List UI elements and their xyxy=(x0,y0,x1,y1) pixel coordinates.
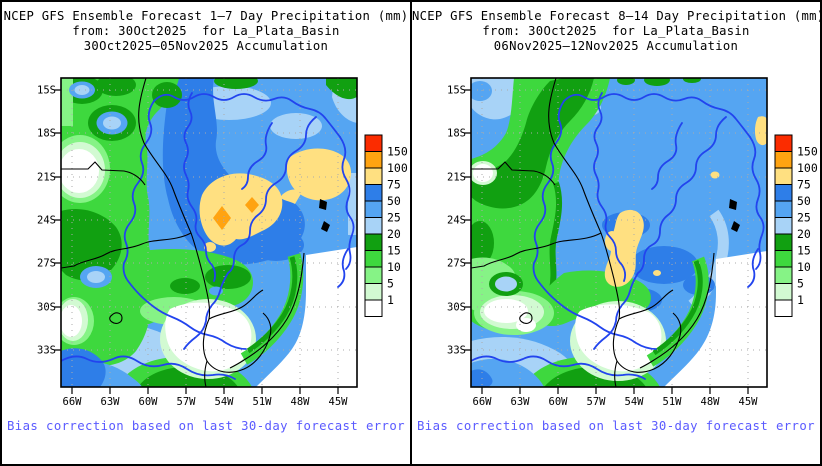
lon-tick-label: 45W xyxy=(329,396,349,408)
title-line2: from: 30Oct2025 for La_Plata_Basin xyxy=(482,24,750,38)
legend-box xyxy=(774,184,793,202)
legend-colorbar: 150 100 75 50 25 20 15 10 5 1 xyxy=(774,134,818,317)
legend-label: 25 xyxy=(797,211,811,225)
legend-label: 10 xyxy=(387,260,401,274)
legend-box xyxy=(364,217,383,235)
lon-tick-label: 66W xyxy=(63,396,83,408)
legend-label: 75 xyxy=(797,178,811,192)
legend-colorbar: 150 100 75 50 25 20 15 10 5 1 xyxy=(364,134,408,317)
legend-box xyxy=(364,283,383,301)
lon-tick-label: 54W xyxy=(215,396,235,408)
panel-title-week1: NCEP GFS Ensemble Forecast 1–7 Day Preci… xyxy=(2,9,410,61)
legend-box xyxy=(364,167,383,185)
lon-axis: 66W 63W 60W 57W 54W 51W 48W 45W xyxy=(473,396,759,408)
lat-tick-label: 18S xyxy=(37,128,56,140)
legend-box xyxy=(774,266,793,284)
title-line2: from: 30Oct2025 for La_Plata_Basin xyxy=(72,24,340,38)
legend-box xyxy=(774,134,793,152)
legend-box xyxy=(774,167,793,185)
lon-tick-label: 51W xyxy=(253,396,273,408)
lon-tick-label: 54W xyxy=(625,396,645,408)
legend-label: 15 xyxy=(797,244,811,258)
legend-label: 5 xyxy=(387,277,394,291)
legend-box xyxy=(774,233,793,251)
lon-tick-label: 51W xyxy=(663,396,683,408)
lat-tick-label: 15S xyxy=(447,85,466,97)
legend-box xyxy=(774,217,793,235)
lat-axis: 15S 18S 21S 24S 27S 30S 33S xyxy=(447,85,466,357)
lat-tick-label: 18S xyxy=(447,128,466,140)
panel-title-week2: NCEP GFS Ensemble Forecast 8–14 Day Prec… xyxy=(412,9,822,61)
legend-label: 50 xyxy=(797,194,811,208)
lon-tick-label: 66W xyxy=(473,396,493,408)
precipitation-map-week2: 15S 18S 21S 24S 27S 30S 33S 66W 63W 60W … xyxy=(447,77,818,408)
lon-tick-label: 60W xyxy=(139,396,159,408)
legend-label: 150 xyxy=(387,145,408,159)
legend-box xyxy=(774,250,793,268)
bias-caption: Bias correction based on last 30-day for… xyxy=(417,419,815,433)
legend-label: 20 xyxy=(797,227,811,241)
legend-label: 50 xyxy=(387,194,401,208)
legend-label: 1 xyxy=(797,293,804,307)
lat-tick-label: 27S xyxy=(447,258,466,270)
legend-label: 5 xyxy=(797,277,804,291)
legend-box xyxy=(364,233,383,251)
title-line1: NCEP GFS Ensemble Forecast 1–7 Day Preci… xyxy=(3,9,409,23)
legend-box xyxy=(774,283,793,301)
lon-tick-label: 45W xyxy=(739,396,759,408)
title-line3: 30Oct2025–05Nov2025 Accumulation xyxy=(83,39,329,53)
title-line3: 06Nov2025–12Nov2025 Accumulation xyxy=(493,39,739,53)
legend-box xyxy=(364,266,383,284)
legend-box xyxy=(774,200,793,218)
bias-caption: Bias correction based on last 30-day for… xyxy=(7,419,405,433)
panel-week2: NCEP GFS Ensemble Forecast 8–14 Day Prec… xyxy=(410,2,822,464)
lat-tick-label: 24S xyxy=(447,215,466,227)
legend-box xyxy=(364,151,383,169)
legend-box xyxy=(364,250,383,268)
legend-box xyxy=(364,200,383,218)
title-line1: NCEP GFS Ensemble Forecast 8–14 Day Prec… xyxy=(412,9,822,23)
lon-axis: 66W 63W 60W 57W 54W 51W 48W 45W xyxy=(63,396,349,408)
lat-tick-label: 24S xyxy=(37,215,56,227)
legend-label: 100 xyxy=(797,161,818,175)
legend-box xyxy=(364,134,383,152)
lat-tick-label: 33S xyxy=(447,345,466,357)
lat-tick-label: 21S xyxy=(447,172,466,184)
map-frame xyxy=(470,77,768,388)
legend-box xyxy=(364,299,383,317)
lon-tick-label: 57W xyxy=(177,396,197,408)
legend-box xyxy=(364,184,383,202)
lon-tick-label: 63W xyxy=(511,396,531,408)
legend-label: 20 xyxy=(387,227,401,241)
lat-tick-label: 21S xyxy=(37,172,56,184)
map-frame xyxy=(60,77,358,388)
lat-tick-label: 30S xyxy=(447,302,466,314)
legend-label: 25 xyxy=(387,211,401,225)
lat-tick-label: 30S xyxy=(37,302,56,314)
lon-tick-label: 63W xyxy=(101,396,121,408)
legend-label: 75 xyxy=(387,178,401,192)
lon-tick-label: 60W xyxy=(549,396,569,408)
legend-label: 1 xyxy=(387,293,394,307)
lat-tick-label: 33S xyxy=(37,345,56,357)
legend-label: 10 xyxy=(797,260,811,274)
legend-label: 15 xyxy=(387,244,401,258)
precipitation-map-week1: 15S 18S 21S 24S 27S 30S 33S 66W 63W 60W … xyxy=(37,77,408,408)
panel-week1: NCEP GFS Ensemble Forecast 1–7 Day Preci… xyxy=(2,2,410,464)
lat-tick-label: 15S xyxy=(37,85,56,97)
legend-box xyxy=(774,299,793,317)
lat-tick-label: 27S xyxy=(37,258,56,270)
lon-tick-label: 48W xyxy=(701,396,721,408)
lat-axis: 15S 18S 21S 24S 27S 30S 33S xyxy=(37,85,56,357)
lon-tick-label: 57W xyxy=(587,396,607,408)
lon-tick-label: 48W xyxy=(291,396,311,408)
legend-label: 150 xyxy=(797,145,818,159)
legend-box xyxy=(774,151,793,169)
legend-label: 100 xyxy=(387,161,408,175)
